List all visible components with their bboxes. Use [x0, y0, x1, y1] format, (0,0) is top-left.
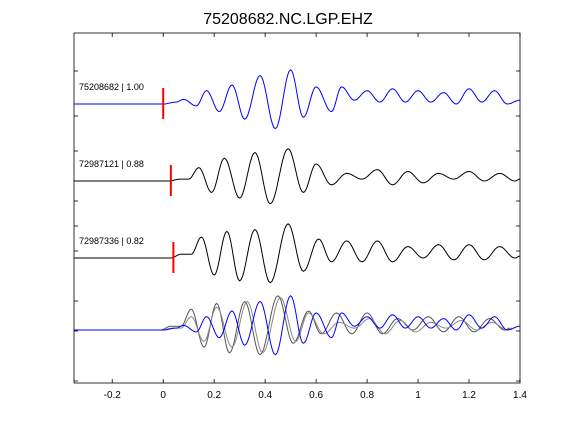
- trace-label-2: 72987121 | 0.88: [79, 159, 144, 169]
- overlay-stack: [74, 295, 521, 356]
- x-tick-label: 1.4: [513, 390, 527, 401]
- x-axis-ticks: -0.2 0 0.2 0.4 0.6 0.8 1 1.2 1.4: [104, 33, 527, 401]
- trace-label-group: 75208682 | 1.00 72987121 | 0.88 72987336 |…: [79, 82, 144, 246]
- trace-waveform-1: [74, 69, 521, 130]
- x-tick-label: -0.2: [104, 390, 122, 401]
- trace-label-1: 75208682 | 1.00: [79, 82, 144, 92]
- trace-group: [74, 69, 521, 284]
- x-tick-label: 0: [160, 390, 166, 401]
- chart-title: 75208682.NC.LGP.EHZ: [203, 11, 373, 28]
- x-tick-label: 0.2: [207, 390, 221, 401]
- plot-frame: [73, 32, 521, 384]
- trace-waveform-2: [74, 148, 521, 205]
- trace-label-3: 72987336 | 0.82: [79, 236, 144, 246]
- x-tick-label: 0.6: [309, 390, 323, 401]
- x-tick-label: 1: [415, 390, 421, 401]
- overlay-waveform-1: [74, 295, 521, 356]
- x-tick-label: 0.4: [258, 390, 272, 401]
- x-tick-label: 0.8: [360, 390, 374, 401]
- y-axis-ticks: [74, 70, 520, 382]
- trace-waveform-3: [74, 223, 521, 284]
- x-tick-label: 1.2: [462, 390, 476, 401]
- overlay-waveform-2: [74, 297, 513, 354]
